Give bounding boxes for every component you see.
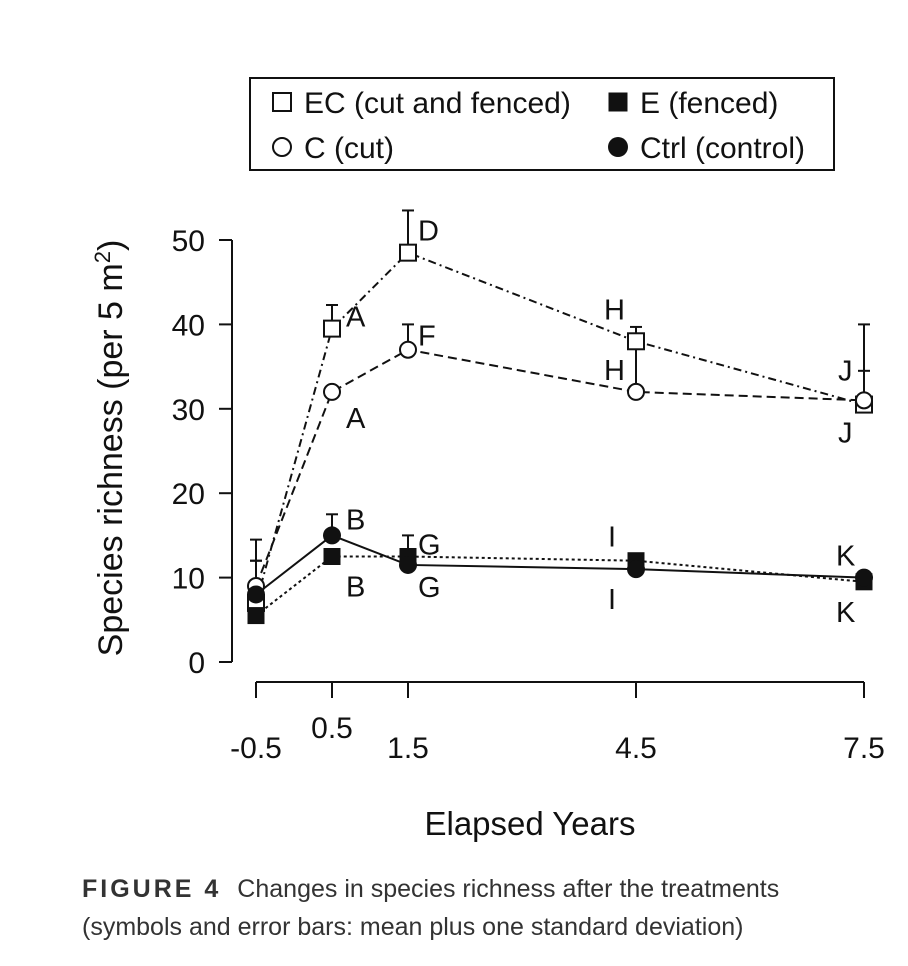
data-point [399, 555, 417, 574]
significance-letter: B [346, 572, 365, 604]
y-tick-label: 50 [172, 225, 205, 258]
legend-marker [272, 92, 292, 112]
legend-box [249, 77, 835, 171]
significance-letter: H [604, 355, 625, 387]
significance-letter: A [346, 302, 366, 334]
significance-letter: D [418, 216, 439, 248]
chart: 0 10 20 30 40 50 -0.5 0.5 1.5 4.5 7.5 Elapsed Years… [90, 77, 885, 842]
legend-marker [608, 137, 628, 157]
legend-label: EC (cut and fenced) [304, 87, 571, 120]
x-tick-label: -0.5 [230, 732, 282, 765]
significance-letter: H [604, 294, 625, 326]
series-line [255, 555, 865, 617]
significance-letter: J [838, 355, 853, 387]
x-tick-label: 0.5 [311, 712, 353, 745]
significance-letter: J [838, 418, 853, 450]
data-point [323, 319, 341, 338]
data-point [627, 382, 645, 401]
data-point [855, 568, 873, 587]
y-tick-label: 0 [188, 647, 205, 680]
significance-letter: I [608, 522, 616, 554]
y-tick-label: 40 [172, 309, 205, 342]
data-point [399, 243, 417, 262]
caption-text: Changes in species richness after the tr… [82, 875, 780, 941]
x-tick-label: 1.5 [387, 732, 429, 765]
y-tick-label: 20 [172, 478, 205, 511]
series-line [255, 348, 865, 587]
significance-letter: G [418, 572, 441, 604]
data-point [323, 526, 341, 545]
data-point [247, 585, 265, 604]
x-tick-label: 4.5 [615, 732, 657, 765]
legend-label: C (cut) [304, 132, 394, 165]
data-point [323, 382, 341, 401]
plot-area: 0 10 20 30 40 50 -0.5 0.5 1.5 4.5 7.5 Elapsed Years… [90, 77, 885, 842]
significance-letter: A [346, 403, 366, 435]
data-point [627, 560, 645, 579]
significance-letter: B [346, 504, 365, 536]
legend-label: Ctrl (control) [640, 132, 805, 165]
y-axis-title: Species richness (per 5 m2) [90, 240, 130, 657]
data-point [855, 391, 873, 410]
y-tick-label: 30 [172, 394, 205, 427]
y-tick-label: 10 [172, 563, 205, 596]
legend-marker [272, 137, 292, 157]
caption-label: FIGURE 4 [82, 875, 222, 903]
legend-label: E (fenced) [640, 87, 778, 120]
x-tick-label: 7.5 [843, 732, 885, 765]
significance-letter: K [836, 541, 856, 573]
data-point [627, 332, 645, 351]
significance-letter: F [418, 321, 436, 353]
significance-letter: K [836, 597, 856, 629]
significance-letter: I [608, 584, 616, 616]
significance-letter: G [418, 530, 441, 562]
x-axis-title: Elapsed Years [424, 805, 635, 842]
data-point [323, 548, 341, 565]
legend-marker [608, 92, 628, 112]
data-point [247, 607, 265, 625]
series-line [255, 251, 865, 604]
legend: EC (cut and fenced) C (cut) E (fenced) Ctrl… [249, 77, 835, 171]
data-point [399, 340, 417, 359]
figure-caption: FIGURE 4 Changes in species richness afte… [82, 870, 882, 946]
